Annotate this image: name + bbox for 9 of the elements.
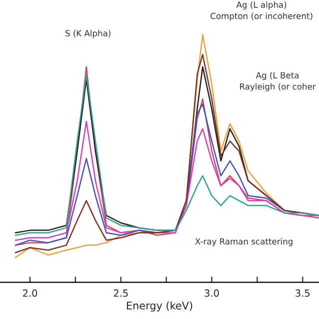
- x-axis-title: Energy (keV): [126, 301, 192, 312]
- annotation: Ag (L Beta Rayleigh (or coher: [240, 72, 316, 92]
- x-tick-label: 2.0: [22, 289, 38, 297]
- annotation: X-ray Raman scattering: [195, 238, 292, 246]
- x-tick-label: 2.5: [114, 289, 128, 297]
- annotation: S (K Alpha): [65, 30, 110, 38]
- x-tick-label: 3.0: [204, 289, 219, 297]
- text: Ag (L alpha) Compton (or incoherent): [210, 1, 312, 21]
- x-tick-label: 3.5: [296, 289, 310, 297]
